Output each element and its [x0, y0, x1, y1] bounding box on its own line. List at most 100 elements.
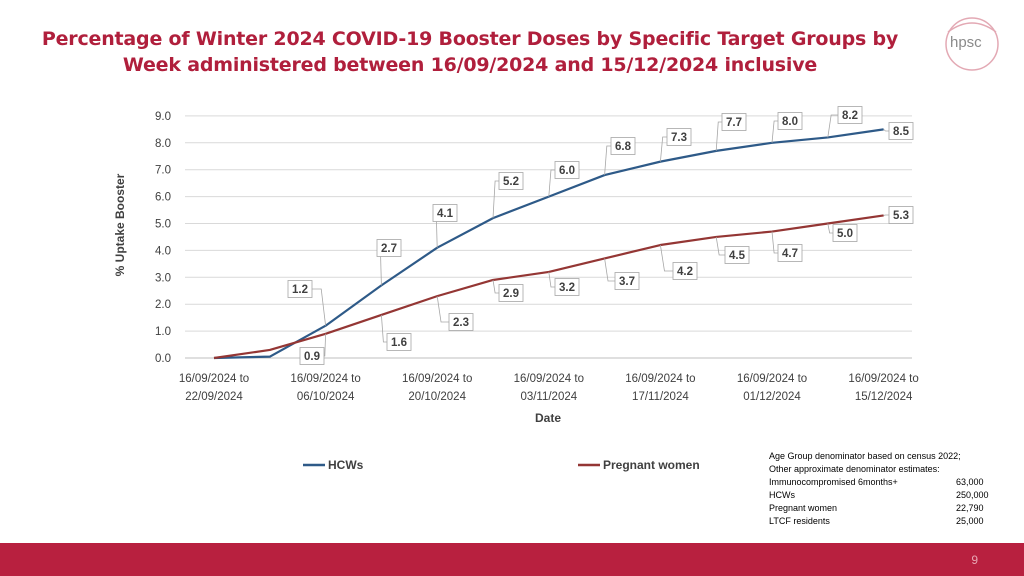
- data-label: 4.2: [677, 266, 693, 278]
- y-axis-ticks: 0.0 1.0 2.0 3.0 4.0 5.0 6.0 7.0 8.0 9.0: [155, 111, 171, 365]
- data-label-box: [888, 122, 914, 140]
- data-label: 5.3: [893, 210, 909, 222]
- x-tick-label: 01/12/2024: [743, 391, 801, 403]
- x-tick-label: 16/09/2024 to: [514, 373, 584, 385]
- y-tick-label: 8.0: [155, 138, 171, 150]
- label-leader-line: [311, 288, 326, 326]
- data-label-box: [721, 113, 747, 131]
- data-label-box: [777, 244, 803, 262]
- label-leader-line: [715, 121, 723, 151]
- note-row: LTCF residents 25,000: [769, 516, 984, 526]
- series-lines: [213, 128, 884, 360]
- data-label: 4.7: [782, 248, 798, 260]
- x-tick-label: 20/10/2024: [408, 391, 466, 403]
- gridlines: [185, 115, 912, 359]
- label-leader-line: [492, 279, 500, 294]
- data-label: 4.1: [437, 208, 454, 220]
- y-tick-label: 2.0: [155, 299, 171, 311]
- data-label: 2.9: [503, 288, 519, 300]
- data-label-box: [614, 272, 640, 290]
- data-label: 6.0: [559, 165, 575, 177]
- label-leader-line: [771, 231, 779, 254]
- data-label: 2.3: [453, 317, 469, 329]
- x-tick-label: 06/10/2024: [297, 391, 355, 403]
- data-label-box: [832, 224, 858, 242]
- y-tick-label: 7.0: [155, 165, 171, 177]
- label-leader-line: [548, 169, 556, 197]
- x-tick-label: 15/12/2024: [855, 391, 913, 403]
- data-label-box: [777, 112, 803, 130]
- x-tick-label: 16/09/2024 to: [402, 373, 472, 385]
- data-label-box: [498, 284, 524, 302]
- label-leader-line: [715, 236, 726, 256]
- legend-label: HCWs: [328, 458, 364, 472]
- label-leader-line: [604, 145, 612, 176]
- data-label-box: [498, 172, 524, 190]
- hpsc-logo: [924, 12, 1016, 80]
- label-leader-line: [381, 314, 388, 343]
- data-label: 8.2: [842, 110, 858, 122]
- label-leader-line: [660, 136, 668, 162]
- denominator-note: Age Group denominator based on census 20…: [769, 450, 994, 528]
- x-tick-label: 16/09/2024 to: [179, 373, 249, 385]
- data-label: 1.2: [292, 284, 308, 296]
- data-label: 8.0: [782, 116, 798, 128]
- note-line: Other approximate denominator estimates:: [769, 464, 940, 474]
- x-tick-label: 03/11/2024: [520, 391, 577, 403]
- data-label-box: [672, 262, 698, 280]
- label-leader-line: [548, 271, 556, 288]
- data-label: 3.7: [619, 276, 635, 288]
- y-tick-label: 5.0: [155, 219, 171, 231]
- data-label-box: [888, 206, 914, 224]
- data-label: 5.2: [503, 176, 519, 188]
- x-tick-label: 16/09/2024 to: [625, 373, 695, 385]
- data-label-box: [287, 280, 313, 298]
- line-chart: 0.0 1.0 2.0 3.0 4.0 5.0 6.0 7.0 8.0 9.0 16/09/202…: [113, 106, 919, 472]
- label-leader-line: [436, 296, 450, 323]
- data-label-box: [554, 278, 580, 296]
- page-title: Percentage of Winter 2024 COVID-19 Boost…: [41, 28, 899, 76]
- legend: HCWs Pregnant women: [303, 458, 700, 472]
- data-label-box: [666, 128, 692, 146]
- data-label: 8.5: [893, 126, 910, 138]
- y-tick-label: 4.0: [155, 245, 171, 257]
- y-tick-label: 1.0: [155, 326, 171, 338]
- logo-text: hpsc: [950, 34, 982, 51]
- label-leader-line: [604, 258, 616, 282]
- label-leader-line: [771, 120, 779, 143]
- data-label-box: [448, 313, 474, 331]
- y-tick-label: 0.0: [155, 353, 171, 365]
- data-label-box: [386, 333, 412, 351]
- data-label: 3.2: [559, 282, 575, 294]
- data-label-box: [432, 204, 458, 222]
- y-tick-label: 9.0: [155, 111, 171, 123]
- note-row: HCWs 250,000: [769, 490, 989, 500]
- y-tick-label: 6.0: [155, 192, 171, 204]
- note-row: Immunocompromised 6months+ 63,000: [769, 477, 984, 487]
- page-number: 9: [971, 553, 978, 567]
- x-axis-label: Date: [535, 411, 561, 425]
- x-tick-label: 16/09/2024 to: [290, 373, 360, 385]
- data-label: 7.3: [671, 132, 687, 144]
- pregnant-women-line: [213, 214, 884, 360]
- data-label: 4.5: [729, 250, 746, 262]
- data-label: 0.9: [304, 351, 320, 363]
- data-label: 5.0: [837, 228, 853, 240]
- label-leader-line: [660, 244, 674, 272]
- data-label: 2.7: [381, 243, 397, 255]
- hcws-line: [213, 128, 884, 360]
- data-label-box: [610, 137, 636, 155]
- label-leader-line: [827, 114, 839, 138]
- x-tick-label: 22/09/2024: [185, 391, 243, 403]
- label-leader-line: [492, 180, 500, 219]
- data-label-box: [299, 347, 325, 365]
- y-axis-label: % Uptake Booster: [113, 173, 127, 276]
- x-tick-label: 16/09/2024 to: [737, 373, 807, 385]
- data-label-box: [724, 246, 750, 264]
- data-label-box: [554, 161, 580, 179]
- label-leader-line: [827, 223, 834, 234]
- data-label: 6.8: [615, 141, 632, 153]
- data-label: 7.7: [726, 117, 742, 129]
- note-line: Age Group denominator based on census 20…: [769, 451, 961, 461]
- data-label-box: [837, 106, 863, 124]
